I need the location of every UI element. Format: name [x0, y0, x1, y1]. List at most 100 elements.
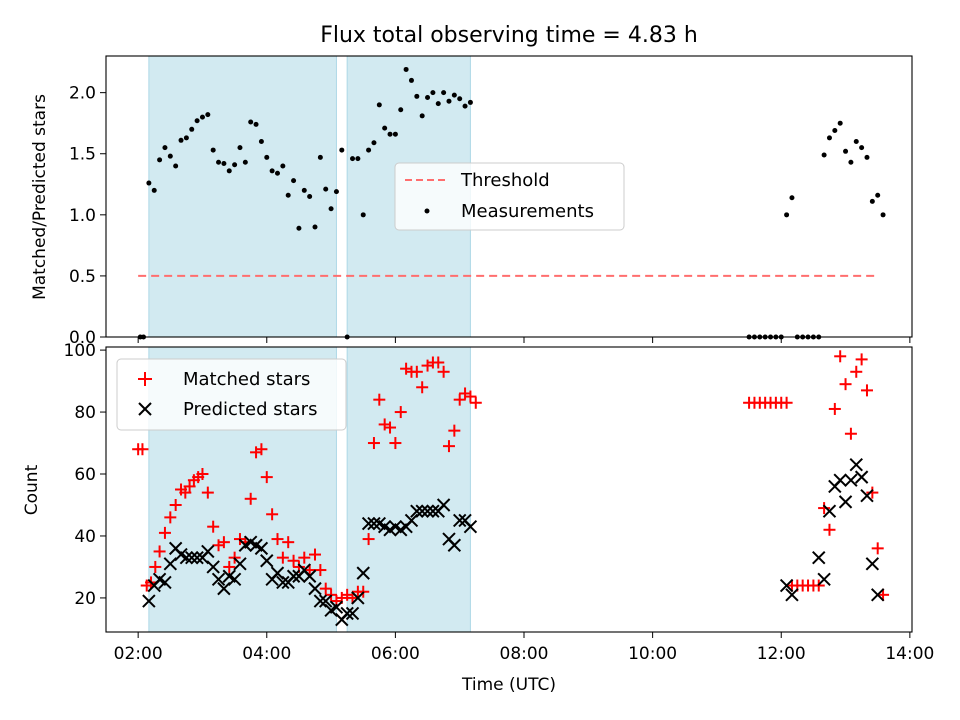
matched-star-point	[432, 356, 445, 369]
matched-star-point	[823, 523, 836, 536]
predicted-star-point	[812, 550, 826, 565]
legend-matched-swatch	[138, 372, 152, 386]
measurement-point	[403, 66, 409, 72]
measurement-point	[199, 114, 205, 120]
top-legend-box	[394, 162, 625, 231]
matched-star-point	[201, 486, 214, 499]
matched-star-point	[818, 502, 831, 515]
x-axis-label: Time (UTC)	[461, 675, 556, 695]
predicted-star-point	[779, 578, 794, 593]
predicted-star-point	[822, 504, 837, 518]
legend-matched-label: Matched stars	[183, 369, 310, 390]
measurement-point	[355, 156, 361, 162]
measurement-point	[826, 135, 832, 141]
matched-star-point	[844, 427, 857, 440]
top-axes: 0.00.51.01.52.0 Matched/Predicted stars …	[30, 55, 913, 348]
matched-star-point	[839, 378, 852, 391]
predicted-star-point	[345, 606, 360, 621]
bottom-y-ticks: 20 40 60 80 100	[64, 341, 106, 609]
matched-star-point	[136, 443, 149, 456]
top-x-ticks	[137, 337, 911, 343]
measurement-point	[248, 119, 254, 125]
matched-star-point	[260, 471, 273, 484]
measurement-point	[430, 90, 436, 96]
predicted-star-point	[410, 504, 424, 518]
predicted-star-point	[833, 473, 847, 487]
predicted-star-point	[356, 566, 370, 580]
measurement-point	[173, 163, 179, 169]
matched-star-point	[276, 551, 289, 564]
bottom-legend: Matched stars Predicted stars	[116, 358, 347, 431]
measurement-point	[392, 131, 398, 137]
bottom-axes-frame	[105, 346, 913, 633]
y-tick-label: 80	[74, 403, 96, 423]
y-tick-label: 0.5	[69, 267, 96, 287]
matched-star-point	[266, 508, 279, 521]
figure-title: Flux total observing time = 4.83 h	[320, 23, 698, 48]
legend-measurements-swatch	[424, 208, 430, 214]
measurement-point	[864, 154, 870, 160]
predicted-star-point	[227, 572, 242, 587]
measurement-point	[280, 163, 286, 169]
matched-star-point	[437, 365, 450, 378]
x-tick-label: 14:00	[885, 644, 934, 664]
matched-star-point	[416, 381, 429, 394]
measurement-point	[414, 93, 420, 99]
legend-threshold-label: Threshold	[460, 170, 550, 191]
matched-star-point	[780, 396, 793, 409]
predicted-star-point	[233, 557, 247, 571]
matched-star-point	[183, 480, 196, 493]
predicted-star-point	[849, 458, 863, 472]
measurement-point	[398, 107, 404, 113]
matched-star-point	[871, 542, 884, 555]
measurement-point	[301, 187, 307, 193]
measurement-point	[269, 168, 275, 174]
matched-star-point	[255, 443, 268, 456]
measurement-point	[307, 194, 313, 199]
measurement-point	[419, 113, 425, 119]
bottom-y-axis-label: Count	[22, 464, 42, 515]
measurement-point	[382, 125, 388, 131]
bottom-legend-box	[116, 358, 347, 431]
measurement-point	[221, 161, 227, 167]
matched-star-point	[282, 536, 295, 549]
matched-star-point	[158, 526, 171, 539]
predicted-star-point	[286, 569, 301, 583]
bottom-plot-area	[132, 350, 890, 627]
predicted-star-point	[351, 591, 365, 605]
y-tick-label: 40	[74, 527, 96, 547]
predicted-star-point	[308, 581, 322, 596]
predicted-star-point	[404, 513, 419, 528]
matched-star-point	[828, 402, 841, 415]
matched-star-point	[153, 545, 166, 558]
predicted-star-point	[270, 566, 285, 580]
predicted-star-point	[420, 504, 435, 518]
measurement-point	[258, 139, 264, 145]
matched-star-point	[394, 406, 407, 419]
measurement-point	[167, 153, 173, 159]
matched-star-point	[464, 390, 477, 403]
measurement-point	[789, 195, 795, 201]
matched-star-point	[373, 393, 386, 406]
predicted-star-point	[201, 544, 215, 559]
predicted-star-point	[415, 504, 429, 518]
matched-star-point	[389, 437, 402, 450]
predicted-star-point	[854, 470, 869, 484]
matched-star-point	[860, 384, 873, 397]
measurement-point	[178, 137, 184, 143]
measurement-point	[467, 99, 473, 105]
measurement-point	[264, 154, 270, 160]
predicted-star-point	[302, 569, 317, 583]
predicted-star-point	[463, 519, 478, 534]
predicted-star-point	[319, 594, 333, 608]
y-tick-label: 2.0	[69, 84, 96, 104]
measurement-point	[880, 212, 886, 218]
matched-star-point	[149, 560, 162, 573]
measurement-point	[157, 157, 163, 163]
predicted-star-point	[340, 606, 354, 621]
top-legend: Threshold Measurements	[394, 162, 625, 231]
shaded-interval	[346, 346, 471, 633]
measurement-point	[253, 121, 259, 127]
measurement-point	[237, 145, 243, 151]
matched-star-point	[223, 560, 236, 573]
